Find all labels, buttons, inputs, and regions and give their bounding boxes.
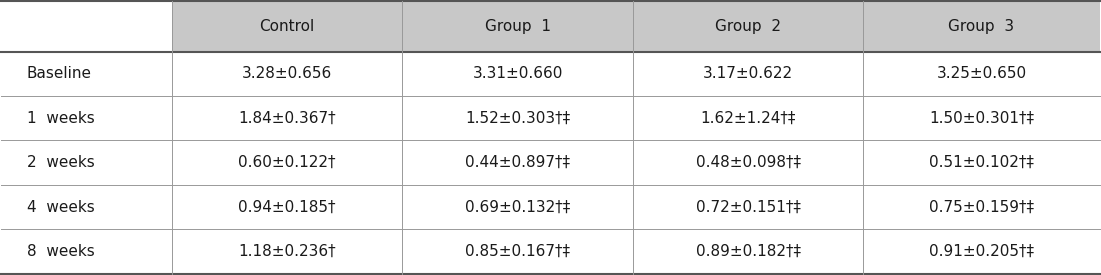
Text: 0.75±0.159†‡: 0.75±0.159†‡ (929, 200, 1034, 215)
Text: 1  weeks: 1 weeks (26, 111, 95, 126)
Text: 3.17±0.622: 3.17±0.622 (704, 67, 793, 81)
Text: Group  3: Group 3 (948, 19, 1015, 34)
Bar (402, 1, 633, 52)
Text: 1.84±0.367†: 1.84±0.367† (238, 111, 336, 126)
Text: 0.44±0.897†‡: 0.44±0.897†‡ (465, 155, 570, 170)
Text: Group  1: Group 1 (484, 19, 550, 34)
Text: 8  weeks: 8 weeks (26, 244, 95, 259)
Text: 0.94±0.185†: 0.94±0.185† (238, 200, 336, 215)
Text: 1.50±0.301†‡: 1.50±0.301†‡ (929, 111, 1034, 126)
Bar (172, 1, 402, 52)
Text: 3.25±0.650: 3.25±0.650 (937, 67, 1026, 81)
Text: 0.89±0.182†‡: 0.89±0.182†‡ (696, 244, 800, 259)
Text: 4  weeks: 4 weeks (26, 200, 95, 215)
Text: 0.85±0.167†‡: 0.85±0.167†‡ (465, 244, 570, 259)
Text: 0.48±0.098†‡: 0.48±0.098†‡ (696, 155, 800, 170)
Text: Group  2: Group 2 (716, 19, 782, 34)
Text: 1.18±0.236†: 1.18±0.236† (238, 244, 336, 259)
Text: 0.51±0.102†‡: 0.51±0.102†‡ (929, 155, 1034, 170)
Text: 0.60±0.122†: 0.60±0.122† (238, 155, 336, 170)
Text: 0.91±0.205†‡: 0.91±0.205†‡ (929, 244, 1034, 259)
Text: Baseline: Baseline (26, 67, 91, 81)
Text: 1.52±0.303†‡: 1.52±0.303†‡ (465, 111, 570, 126)
Text: 3.31±0.660: 3.31±0.660 (472, 67, 563, 81)
Text: Control: Control (260, 19, 315, 34)
Text: 0.72±0.151†‡: 0.72±0.151†‡ (696, 200, 800, 215)
Text: 0.69±0.132†‡: 0.69±0.132†‡ (465, 200, 570, 215)
Text: 2  weeks: 2 weeks (26, 155, 95, 170)
Text: 1.62±1.24†‡: 1.62±1.24†‡ (700, 111, 796, 126)
Bar (633, 1, 863, 52)
Bar (863, 1, 1100, 52)
Text: 3.28±0.656: 3.28±0.656 (242, 67, 333, 81)
